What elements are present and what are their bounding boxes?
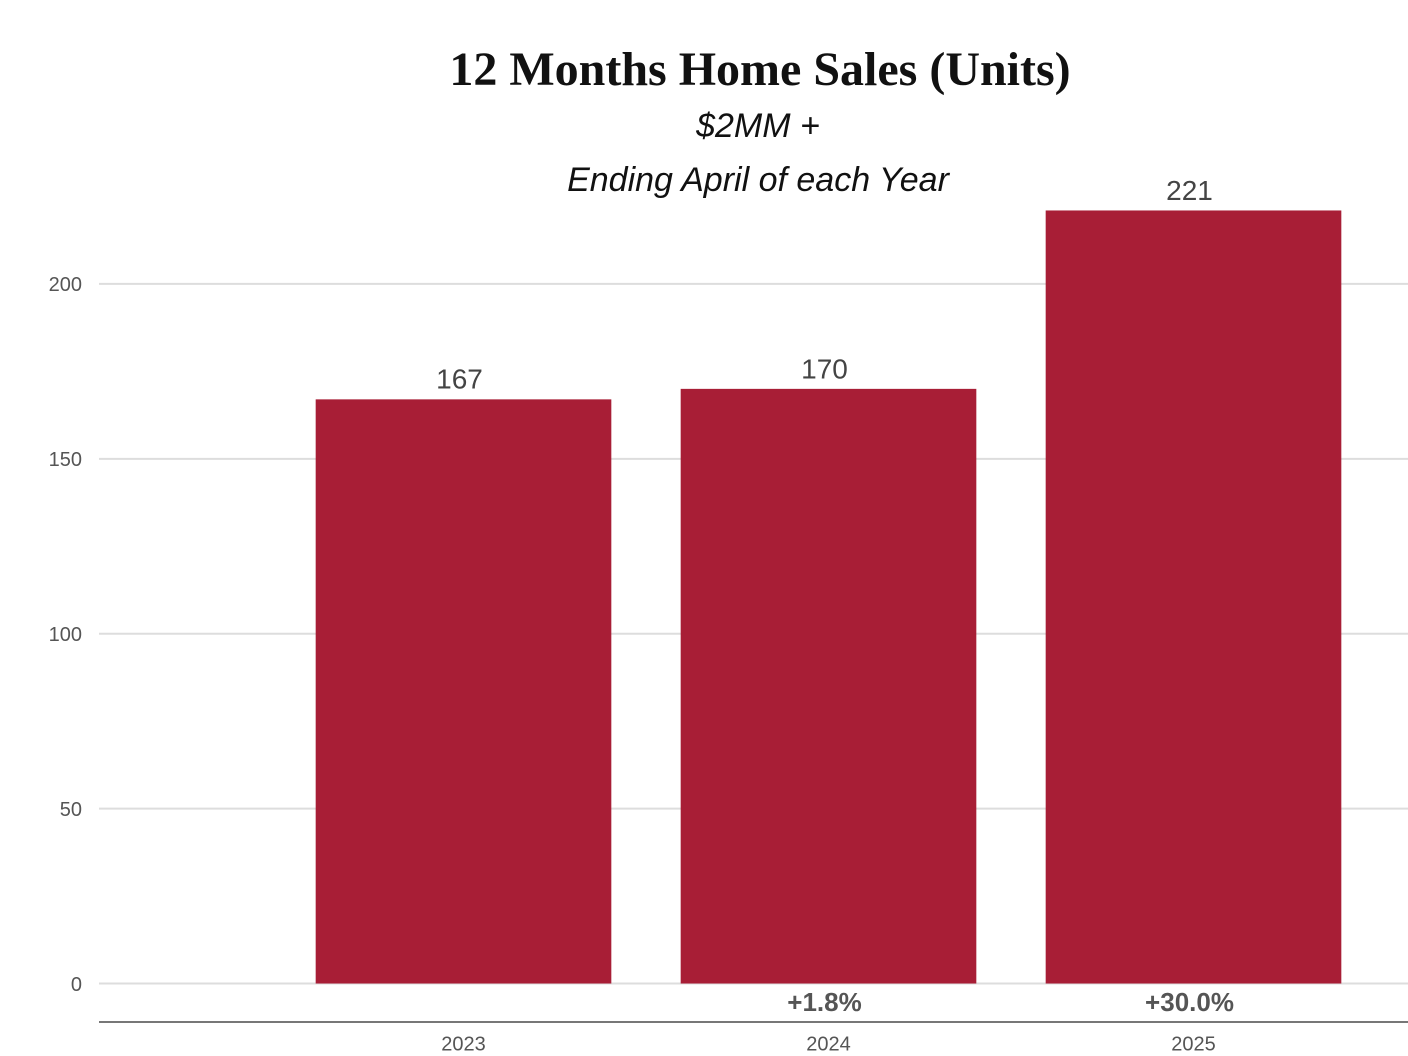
y-tick-label: 50 (60, 799, 82, 821)
value-label: 221 (1166, 175, 1213, 206)
bar (315, 399, 612, 984)
bar (1045, 210, 1342, 984)
value-label: 167 (436, 364, 483, 395)
y-tick-label: 0 (71, 974, 82, 996)
y-tick-label: 150 (49, 449, 82, 471)
bar (680, 388, 977, 984)
x-tick-label: 2024 (806, 1033, 851, 1055)
y-tick-label: 100 (49, 624, 82, 646)
x-tick-label: 2025 (1171, 1033, 1216, 1055)
chart-subtitle: $2MM + (695, 107, 820, 145)
chart-subtitle: Ending April of each Year (567, 161, 950, 199)
value-label: 170 (801, 353, 848, 384)
change-label: +30.0% (1145, 987, 1234, 1017)
change-label: +1.8% (787, 987, 861, 1017)
chart-title: 12 Months Home Sales (Units) (449, 43, 1070, 96)
y-tick-label: 200 (49, 274, 82, 296)
x-tick-label: 2023 (441, 1033, 486, 1055)
